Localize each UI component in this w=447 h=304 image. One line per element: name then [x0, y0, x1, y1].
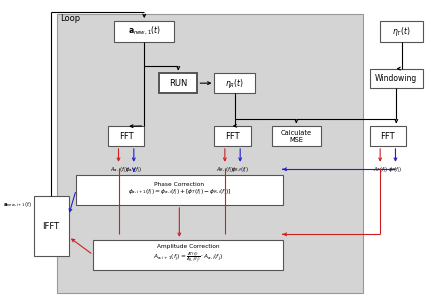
FancyBboxPatch shape [380, 21, 423, 42]
Text: RUN: RUN [169, 79, 187, 88]
Text: Calculate
MSE: Calculate MSE [281, 130, 312, 143]
Text: $\phi_T(f_j)$: $\phi_T(f_j)$ [388, 165, 403, 175]
Text: $\mathbf{a}_{new,1}(t)$: $\mathbf{a}_{new,1}(t)$ [128, 25, 161, 37]
Text: $A_{a,i}(f_j)$: $A_{a,i}(f_j)$ [110, 165, 127, 175]
Text: Amplitude Correction
$A_{a,i+1}(f_j) = \frac{A_T(f_j)}{A_{R,i}(f_j)} \cdot A_{a,: Amplitude Correction $A_{a,i+1}(f_j) = \… [153, 244, 223, 266]
Text: $\mathbf{a}_{new,i+1}(t)$: $\mathbf{a}_{new,i+1}(t)$ [3, 201, 31, 209]
FancyBboxPatch shape [114, 21, 174, 42]
FancyBboxPatch shape [370, 69, 423, 88]
FancyBboxPatch shape [76, 175, 283, 205]
FancyBboxPatch shape [159, 73, 198, 93]
FancyBboxPatch shape [215, 73, 255, 93]
Text: Loop: Loop [60, 14, 80, 23]
Text: FFT: FFT [380, 132, 395, 141]
Text: $\eta_T(t)$: $\eta_T(t)$ [392, 25, 411, 38]
FancyBboxPatch shape [370, 126, 406, 146]
FancyBboxPatch shape [34, 196, 68, 256]
FancyBboxPatch shape [272, 126, 321, 146]
Text: $\phi_{a,i}(f_j)$: $\phi_{a,i}(f_j)$ [125, 165, 143, 175]
FancyBboxPatch shape [93, 240, 283, 270]
FancyBboxPatch shape [57, 14, 363, 293]
Text: $A_{R,i}(f_j)$: $A_{R,i}(f_j)$ [216, 165, 234, 175]
Text: Windowing: Windowing [375, 74, 417, 83]
Text: $\phi_{R,i}(f_j)$: $\phi_{R,i}(f_j)$ [231, 165, 249, 175]
Text: Phase Correction
$\phi_{a,i+1}(f_j) = \phi_{a,i}(f_j) + [\phi_T(f_j) - \phi_{R,i: Phase Correction $\phi_{a,i+1}(f_j) = \p… [127, 181, 231, 198]
FancyBboxPatch shape [215, 126, 251, 146]
Text: $A_T(f_j)$: $A_T(f_j)$ [373, 165, 388, 175]
FancyBboxPatch shape [108, 126, 144, 146]
Text: FFT: FFT [119, 132, 134, 141]
Text: $\eta_R(t)$: $\eta_R(t)$ [225, 77, 244, 90]
Text: IFFT: IFFT [42, 222, 59, 231]
Text: FFT: FFT [225, 132, 240, 141]
